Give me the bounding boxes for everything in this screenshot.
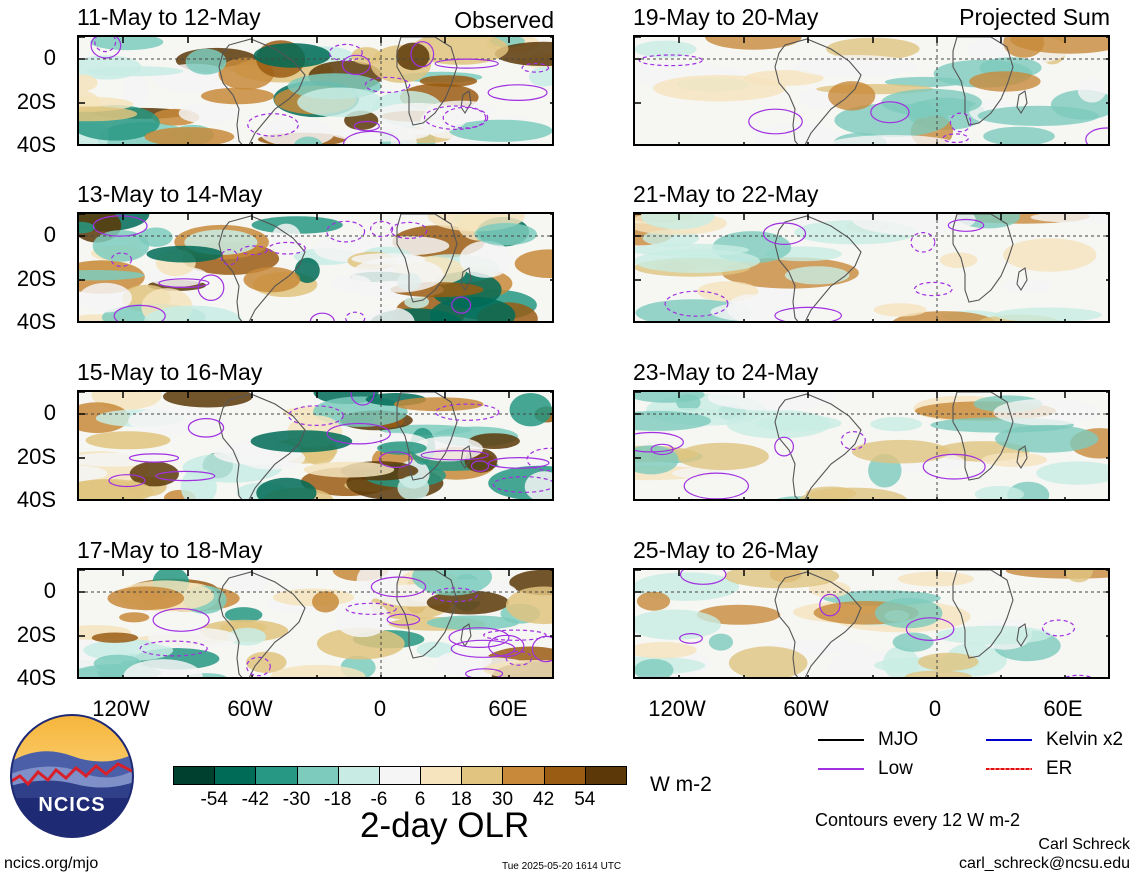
- colorbar-swatch: [296, 766, 339, 785]
- lat-label-0: 0: [43, 45, 56, 70]
- colorbar-tick-label: 6: [414, 789, 426, 810]
- colorbar-swatch: [378, 766, 422, 785]
- panel-title-obs-2: 13-May to 14-May: [77, 181, 263, 207]
- legend-label-kelvin: Kelvin x2: [1046, 729, 1124, 750]
- footer-timestamp: Tue 2025-05-20 1614 UTC: [502, 861, 622, 872]
- legend-label-mjo: MJO: [878, 729, 919, 750]
- colorbar-swatch: [420, 766, 463, 785]
- legend-label-er: ER: [1046, 758, 1073, 779]
- olr-map-panel-obs-4: [77, 568, 554, 679]
- lon-label-60e: 60E: [1043, 696, 1083, 721]
- lat-label-20s: 20S: [16, 266, 56, 291]
- colorbar-tick-label: -54: [200, 789, 228, 810]
- colorbar-swatch: [543, 766, 586, 785]
- lon-label-0: 0: [373, 696, 387, 721]
- lon-label-120w: 120W: [648, 696, 706, 721]
- olr-map-panel-obs-3: [77, 390, 554, 501]
- ncics-logo: NCICS: [10, 714, 134, 838]
- colorbar-swatch: [337, 766, 380, 785]
- olr-map-panel-proj-3: [633, 390, 1110, 501]
- lon-label-60w: 60W: [783, 696, 829, 721]
- lat-label-20s: 20S: [16, 444, 56, 469]
- olr-map-panel-obs-2: [77, 212, 554, 323]
- lat-label-40s: 40S: [16, 487, 56, 512]
- observed-label: Observed: [454, 7, 554, 33]
- panel-title-proj-3: 23-May to 24-May: [633, 359, 819, 385]
- colorbar-tick-label: -42: [241, 789, 270, 810]
- colorbar-tick-label: 54: [574, 789, 596, 810]
- olr-map-panel-proj-1: [633, 35, 1110, 146]
- colorbar-swatch: [173, 766, 216, 785]
- lon-label-60w: 60W: [227, 696, 273, 721]
- lat-label-40s: 40S: [16, 309, 56, 334]
- projected-label: Projected Sum: [959, 4, 1110, 30]
- contour-note: Contours every 12 W m-2: [815, 810, 1021, 830]
- lon-label-0: 0: [928, 696, 942, 721]
- colorbar-swatch: [584, 766, 627, 785]
- lat-label-20s: 20S: [16, 89, 56, 114]
- olr-map-panel-proj-4: [633, 568, 1110, 679]
- colorbar-swatch: [214, 766, 257, 785]
- lat-label-0: 0: [43, 222, 56, 247]
- olr-map-panel-obs-1: [77, 35, 554, 146]
- lon-label-120w: 120W: [92, 696, 150, 721]
- lat-label-40s: 40S: [16, 665, 56, 690]
- logo-text: NCICS: [38, 794, 106, 816]
- legend-line-low: [818, 768, 864, 770]
- lat-label-0: 0: [43, 400, 56, 425]
- colorbar-tick-label: 42: [533, 789, 555, 810]
- legend-line-er: [986, 768, 1032, 770]
- panel-title-obs-1: 11-May to 12-May: [77, 4, 261, 30]
- panel-title-proj-1: 19-May to 20-May: [633, 4, 819, 30]
- legend-line-mjo: [818, 739, 864, 741]
- legend-line-kelvin: [986, 739, 1032, 741]
- colorbar-tick-label: -6: [370, 789, 388, 810]
- colorbar-swatch: [461, 766, 504, 785]
- colorbar-units: W m-2: [650, 773, 712, 796]
- footer-author: Carl Schreck: [1038, 836, 1130, 853]
- colorbar-swatch: [255, 766, 298, 785]
- panel-title-obs-3: 15-May to 16-May: [77, 359, 263, 385]
- lon-label-60e: 60E: [488, 696, 528, 721]
- lat-label-40s: 40S: [16, 132, 56, 157]
- lat-label-0: 0: [43, 578, 56, 603]
- colorbar-tick-label: 18: [450, 789, 472, 810]
- colorbar-swatch: [502, 766, 545, 785]
- panel-title-proj-2: 21-May to 22-May: [633, 181, 819, 207]
- colorbar-tick-label: 30: [491, 789, 514, 810]
- footer-email: carl_schreck@ncsu.edu: [959, 855, 1130, 872]
- colorbar-title: 2-day OLR: [360, 806, 530, 845]
- colorbar-tick-label: -30: [282, 789, 311, 810]
- panel-title-obs-4: 17-May to 18-May: [77, 537, 263, 563]
- lat-label-20s: 20S: [16, 622, 56, 647]
- colorbar-tick-label: -18: [323, 789, 352, 810]
- panel-title-proj-4: 25-May to 26-May: [633, 537, 819, 563]
- olr-map-panel-proj-2: [633, 212, 1110, 323]
- footer-url: ncics.org/mjo: [4, 855, 99, 872]
- legend-label-low: Low: [878, 758, 913, 779]
